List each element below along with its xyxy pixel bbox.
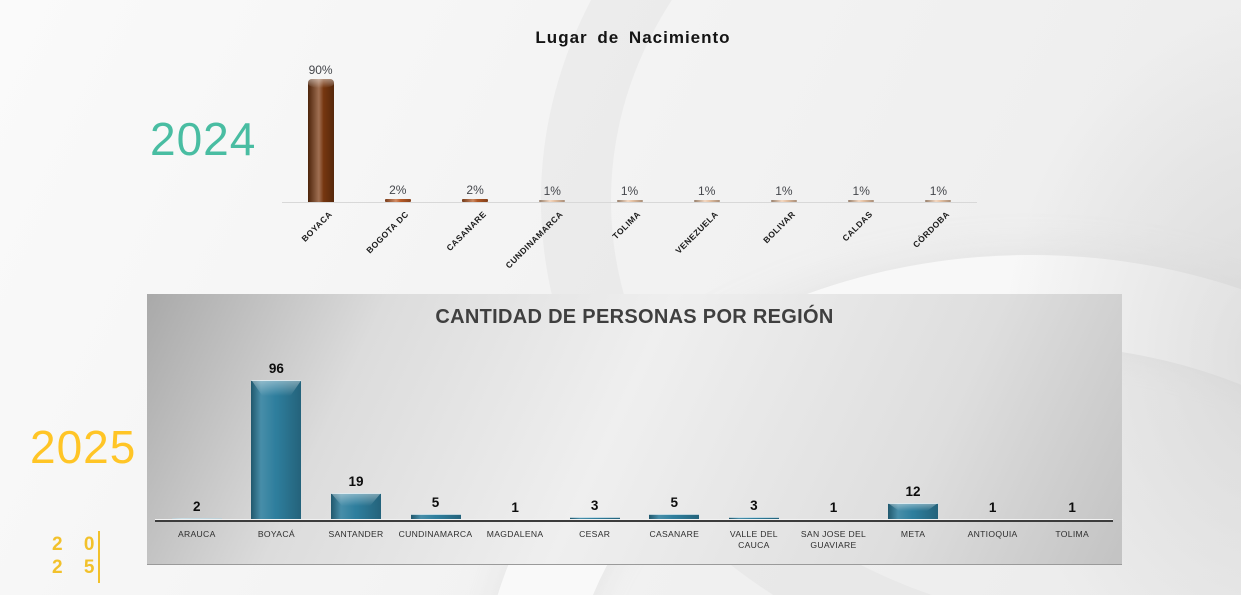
birthplace-bar-bolivar (770, 200, 797, 202)
region-category-label: CESAR (579, 529, 611, 539)
birthplace-category-label: VENEZUELA (673, 209, 720, 256)
region-value-label: 3 (590, 498, 599, 513)
region-value-label: 5 (431, 495, 440, 510)
region-chart-panel: CANTIDAD DE PERSONAS POR REGIÓN 2 96 19 5 1 3… (147, 294, 1122, 565)
birthplace-bar-tolima (616, 200, 643, 202)
birthplace-category-label: TOLIMA (610, 209, 643, 242)
region-category-label: CUNDINAMARCA (398, 529, 473, 539)
birthplace-value-label: 1% (698, 184, 716, 198)
region-category-label: BOYACÁ (257, 529, 295, 539)
year-label-2024: 2024 (150, 113, 257, 165)
region-bar-casanare (649, 514, 700, 521)
region-value-label: 1 (511, 500, 519, 515)
region-category-label: ARAUCA (177, 529, 216, 539)
bar-top-highlight (307, 79, 334, 88)
region-category-label: ANTIOQUIA (967, 529, 1018, 539)
region-category-label: SAN JOSE DEL GUAVIARE (800, 529, 867, 550)
region-value-label: 1 (988, 500, 997, 515)
region-category-label: CASANARE (649, 529, 700, 539)
birthplace-bar-boyaca (307, 79, 334, 202)
region-category-label: TOLIMA (1055, 529, 1089, 539)
region-chart-floor-highlight (155, 519, 1113, 520)
birthplace-category-label: CUNDINAMARCA (503, 209, 566, 271)
birthplace-bar-bogota-dc (384, 199, 411, 202)
birthplace-value-label: 1% (620, 184, 639, 198)
region-chart-x-axis (155, 520, 1113, 522)
footer-logo-line1: 2 0 (52, 534, 103, 555)
footer-logo-line2: 2 5 (52, 557, 103, 578)
birthplace-bar-venezuela (693, 200, 720, 202)
birthplace-category-label: BOYACA (298, 209, 334, 244)
region-value-label: 12 (905, 484, 921, 499)
birthplace-value-label: 1% (543, 184, 561, 198)
birthplace-value-label: 1% (775, 184, 793, 198)
bar-top-bevel (251, 380, 302, 396)
region-category-label: SANTANDER (328, 529, 384, 539)
region-chart-category-labels: ARAUCA BOYACÁ SANTANDER CUNDINAMARCA MAGDALE… (157, 529, 1112, 563)
region-chart-plot: 2 96 19 5 1 3 5 3 1 12 1 1 (157, 334, 1112, 521)
region-value-label: 5 (670, 495, 679, 510)
region-category-label: VALLE DEL CAUCA (729, 529, 778, 550)
birthplace-category-label: BOLIVAR (760, 209, 797, 246)
birthplace-bar-cundinamarca (539, 200, 566, 202)
region-chart-title: CANTIDAD DE PERSONAS POR REGIÓN (435, 306, 834, 328)
birthplace-category-label: CÓRDOBA (910, 209, 952, 250)
bar-top-bevel (888, 503, 938, 511)
birthplace-bar-caldas (848, 200, 875, 202)
region-category-label: META (900, 529, 926, 539)
region-value-label: 3 (750, 498, 758, 513)
region-bar-meta (888, 503, 938, 521)
birthplace-category-label: CASANARE (444, 209, 489, 253)
region-value-label: 96 (268, 361, 284, 376)
footer-logo-divider (98, 531, 100, 583)
region-value-label: 19 (348, 474, 364, 489)
birthplace-category-label: BOGOTA DC (364, 209, 411, 256)
region-category-label: MAGDALENA (486, 529, 544, 539)
birthplace-value-label: 90% (308, 63, 333, 77)
region-value-label: 1 (829, 500, 838, 515)
year-label-2025: 2025 (30, 421, 137, 473)
region-bar-cundinamarca (410, 514, 461, 521)
footer-logo-2025: 2 0 2 5 (52, 531, 103, 583)
birthplace-bar-córdoba (925, 200, 952, 202)
birthplace-chart-x-axis (282, 202, 977, 203)
birthplace-chart-title: Lugar de Nacimiento (535, 28, 731, 47)
birthplace-value-label: 1% (929, 184, 948, 198)
birthplace-value-label: 2% (466, 183, 484, 197)
region-value-label: 1 (1068, 500, 1076, 515)
birthplace-chart-plot: 90% 2% 2% 1% 1% 1% 1% 1% 1% (282, 60, 977, 203)
bar-top-bevel (331, 493, 381, 506)
birthplace-chart-category-labels: BOYACA BOGOTA DC CASANARE CUNDINAMARCA TOLIM… (282, 207, 977, 282)
birthplace-bar-casanare (462, 199, 489, 202)
region-value-label: 2 (193, 499, 201, 514)
birthplace-value-label: 2% (389, 183, 407, 197)
birthplace-value-label: 1% (852, 184, 870, 198)
region-bar-boyacá (251, 380, 302, 521)
region-bar-santander (331, 493, 381, 521)
birthplace-category-label: CALDAS (840, 209, 875, 244)
